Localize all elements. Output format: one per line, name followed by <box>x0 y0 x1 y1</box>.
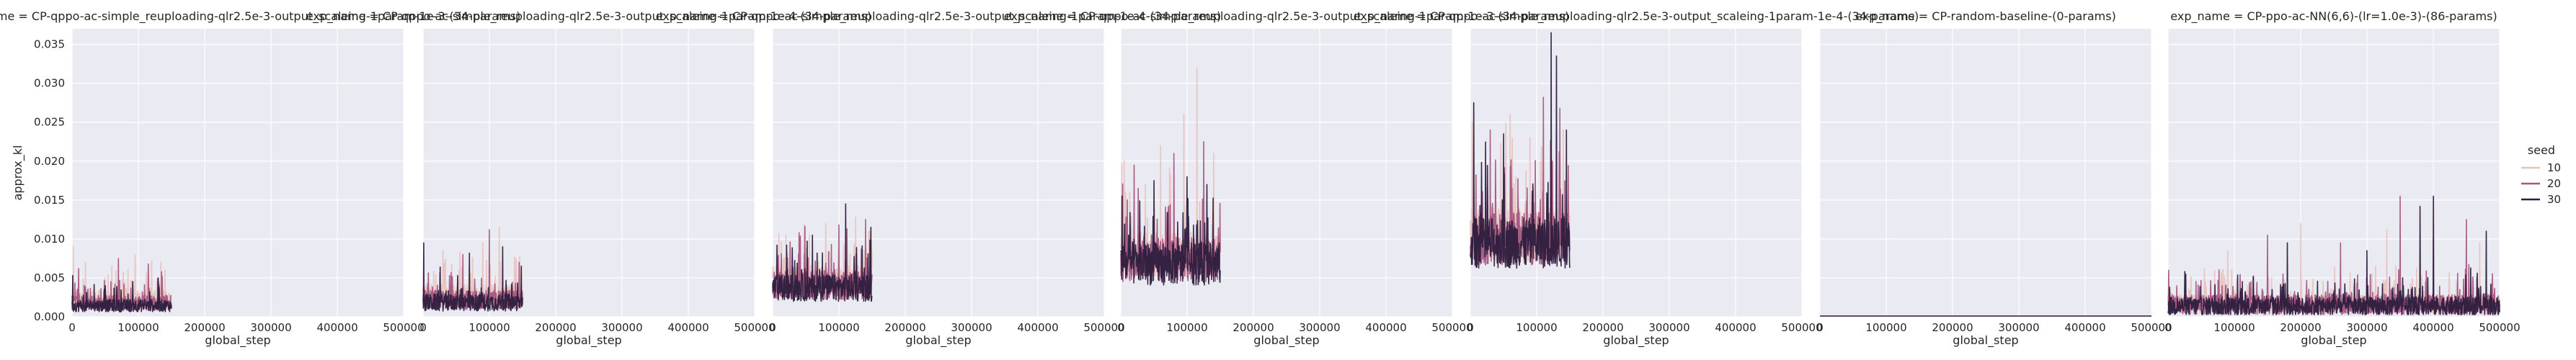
facet-panel-5: 0 100000 200000 300000 400000 500000 global_st… <box>1354 9 1919 348</box>
panel-title: exp_name = CP-qppo-ac-simple_reuploading… <box>306 9 872 24</box>
x-tick-label: 200000 <box>1932 321 1973 334</box>
y-axis-label: approx_kl <box>11 145 25 201</box>
x-tick-label: 200000 <box>535 321 576 334</box>
x-tick-label: 100000 <box>117 321 159 334</box>
plot-area <box>72 29 404 317</box>
x-tick-label: 200000 <box>1233 321 1274 334</box>
x-tick-label: 400000 <box>2412 321 2453 334</box>
x-tick-label: 500000 <box>1781 321 1822 334</box>
series-line-seed-30 <box>1470 32 1571 269</box>
panel-title: exp_name = CP-ppo-ac-NN(6,6)-(lr=1.0e-3)… <box>2170 9 2497 24</box>
facet-panel-2: 0 100000 200000 300000 400000 500000 global_st… <box>306 9 872 348</box>
x-tick-label: 0 <box>68 321 76 334</box>
series-line-seed-30 <box>772 203 873 302</box>
x-tick-label: 0 <box>1117 321 1124 334</box>
x-tick-label: 500000 <box>734 321 775 334</box>
x-tick-label: 100000 <box>1516 321 1557 334</box>
panel-title: exp_name = CP-random-baseline-(0-params) <box>1855 9 2116 24</box>
x-tick-label: 400000 <box>1017 321 1058 334</box>
facet-panel-4: 0 100000 200000 300000 400000 500000 global_st… <box>1004 9 1570 348</box>
x-tick-label: 100000 <box>818 321 859 334</box>
series-line-seed-30 <box>71 274 172 312</box>
x-tick-label: 300000 <box>1648 321 1689 334</box>
panel-title: exp_name = CP-qppo-ac-simple_reuploading… <box>0 9 520 24</box>
x-tick-label: 300000 <box>2346 321 2387 334</box>
x-tick-label: 0 <box>1816 321 1824 334</box>
x-tick-label: 100000 <box>1865 321 1906 334</box>
x-tick-label: 400000 <box>316 321 357 334</box>
facet-panel-7: 0 100000 200000 300000 400000 500000 global_st… <box>2164 9 2520 348</box>
x-tick-label: 300000 <box>601 321 642 334</box>
x-tick-label: 300000 <box>1299 321 1340 334</box>
y-tick-label: 0.010 <box>34 233 65 246</box>
legend-title: seed <box>2528 143 2555 157</box>
plot-area <box>1470 29 1802 317</box>
facet-panel-1: 0 100000 200000 300000 400000 500000 global_st… <box>0 9 520 348</box>
legend-label: 10 <box>2547 161 2561 174</box>
facet-panel-3: 0 100000 200000 300000 400000 500000 global_st… <box>656 9 1222 348</box>
x-tick-label: 400000 <box>1715 321 1756 334</box>
x-tick-label: 400000 <box>2064 321 2105 334</box>
legend-label: 30 <box>2547 193 2561 206</box>
x-axis-label: global_step <box>1603 333 1669 348</box>
y-tick-label: 0.005 <box>34 271 65 284</box>
x-tick-label: 400000 <box>667 321 709 334</box>
x-tick-label: 0 <box>1467 321 1474 334</box>
legend: seed 10 20 30 <box>2521 143 2561 206</box>
x-tick-label: 200000 <box>2280 321 2321 334</box>
y-tick-label: 0.015 <box>34 194 65 207</box>
x-tick-label: 100000 <box>2213 321 2255 334</box>
x-tick-label: 500000 <box>1431 321 1473 334</box>
x-axis-label: global_step <box>905 333 971 348</box>
panel-title: exp_name = CP-qppo-ac-simple_reuploading… <box>1354 9 1919 24</box>
x-tick-label: 0 <box>2164 321 2172 334</box>
x-axis-label: global_step <box>2301 333 2366 348</box>
x-tick-label: 500000 <box>2131 321 2172 334</box>
x-axis-label: global_step <box>1253 333 1319 348</box>
x-tick-label: 200000 <box>884 321 925 334</box>
x-tick-label: 0 <box>769 321 776 334</box>
y-tick-label: 0.000 <box>34 310 65 323</box>
series-line-seed-30 <box>422 242 523 312</box>
plot-area <box>1820 29 2151 317</box>
series-line-seed-30 <box>2167 195 2500 315</box>
plot-area <box>2168 29 2500 317</box>
series-line-seed-30 <box>1120 176 1221 286</box>
plot-area <box>423 29 755 317</box>
x-tick-label: 500000 <box>383 321 424 334</box>
legend-label: 20 <box>2547 177 2561 190</box>
panel-title: exp_name = CP-qppo-ac-simple_reuploading… <box>1004 9 1570 24</box>
x-tick-label: 500000 <box>1083 321 1124 334</box>
y-tick-label: 0.025 <box>34 116 65 129</box>
facet-panel-6: 0 100000 200000 300000 400000 500000 global_st… <box>1816 9 2172 348</box>
x-tick-label: 200000 <box>184 321 225 334</box>
x-tick-label: 200000 <box>1582 321 1623 334</box>
x-tick-label: 400000 <box>1365 321 1406 334</box>
x-tick-label: 0 <box>419 321 427 334</box>
y-tick-label: 0.020 <box>34 155 65 168</box>
x-tick-label: 100000 <box>1166 321 1207 334</box>
x-tick-label: 500000 <box>2479 321 2520 334</box>
x-axis-label: global_step <box>556 333 621 348</box>
x-axis-label: global_step <box>1953 333 2018 348</box>
x-axis-label: global_step <box>205 333 270 348</box>
x-tick-label: 100000 <box>468 321 510 334</box>
x-tick-label: 300000 <box>1998 321 2039 334</box>
x-tick-label: 300000 <box>951 321 992 334</box>
y-tick-label: 0.030 <box>34 77 65 90</box>
panel-title: exp_name = CP-qppo-ac-simple_reuploading… <box>656 9 1222 24</box>
y-tick-label: 0.035 <box>34 38 65 51</box>
x-tick-label: 300000 <box>250 321 291 334</box>
